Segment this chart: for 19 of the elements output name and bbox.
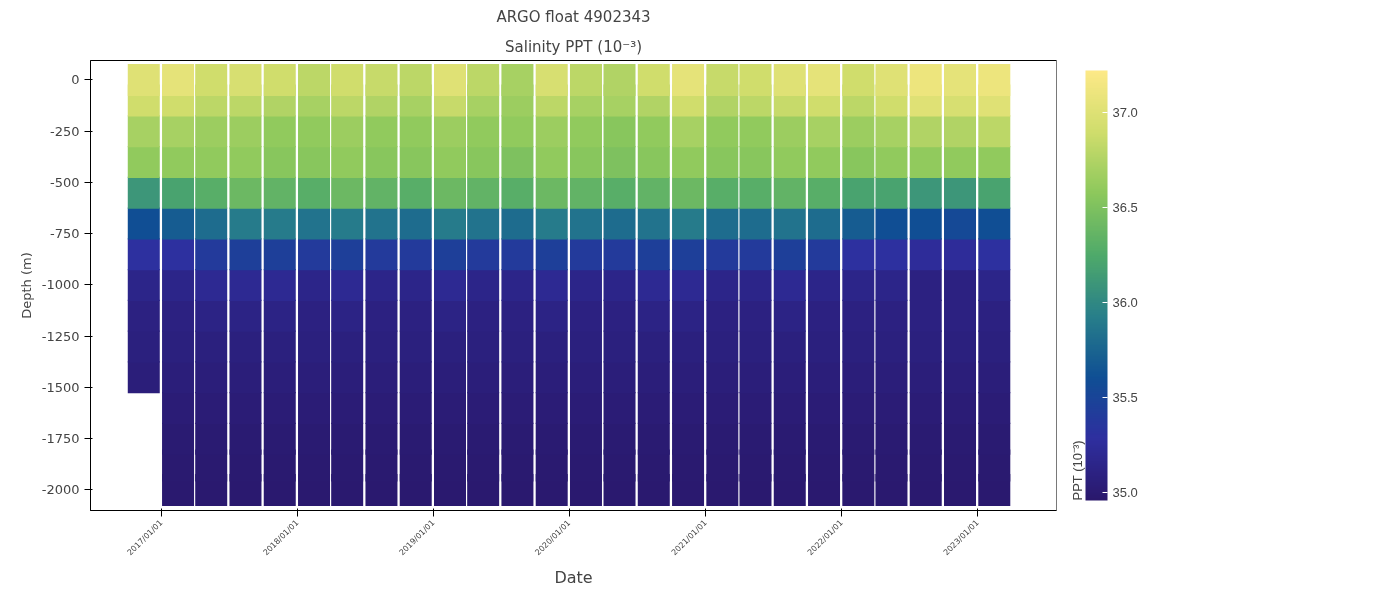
color-bar-label: 35.0 (1112, 485, 1138, 501)
y-tick-label: -750 (50, 226, 80, 242)
y-tick-label: -1250 (41, 328, 80, 344)
color-bar-label: 36.5 (1112, 199, 1138, 215)
y-tick-label: -1750 (41, 431, 80, 447)
y-tick-label: -1000 (41, 277, 80, 293)
color-bar-label: 35.5 (1112, 390, 1138, 406)
y-tick-label: 0 (71, 72, 80, 88)
color-bar-label: 36.0 (1112, 295, 1138, 311)
y-tick-label: -500 (50, 174, 80, 190)
y-tick-label: -2000 (41, 482, 80, 498)
y-tick-label: -250 (50, 123, 80, 139)
color-bar-label: 37.0 (1112, 104, 1138, 120)
y-axis-title: Depth (m) (18, 252, 34, 319)
chart-subtitle: Salinity PPT (10⁻³) (505, 37, 642, 56)
x-axis-title: Date (554, 568, 593, 588)
chart-title: ARGO float 4902343 (496, 7, 651, 26)
color-bar-title: PPT (10⁻³) (1069, 440, 1085, 501)
y-tick-label: -1500 (41, 379, 80, 395)
